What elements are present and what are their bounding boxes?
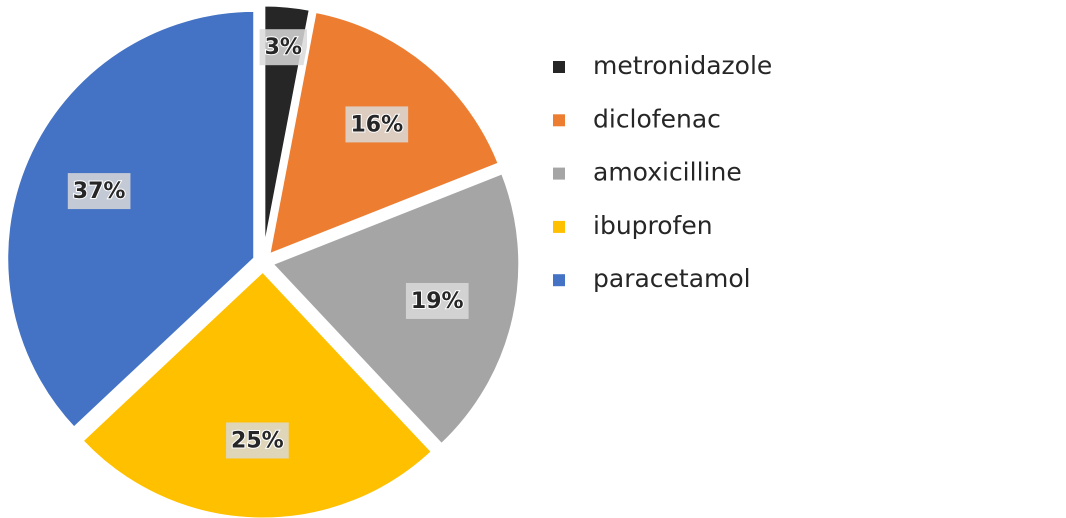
legend-label: diclofenac	[593, 104, 721, 133]
pie-slice	[262, 3, 313, 254]
legend-swatch	[553, 274, 565, 287]
pie-slice	[269, 170, 522, 447]
legend-swatch	[553, 220, 565, 233]
value-label-bg	[67, 173, 131, 210]
value-label-bg	[259, 29, 307, 66]
legend-swatch	[553, 61, 565, 73]
pie-slice	[5, 8, 257, 431]
legend-swatch	[553, 114, 565, 127]
value-label-bg	[405, 282, 469, 319]
legend-label: paracetamol	[593, 264, 751, 293]
value-label: 16%	[350, 112, 403, 137]
legend-label: metronidazole	[593, 51, 772, 80]
legend-label: amoxicilline	[593, 158, 742, 187]
value-label: 3%	[265, 35, 302, 60]
value-label: 25%	[231, 428, 284, 453]
value-label: 37%	[73, 179, 126, 204]
value-label: 19%	[411, 289, 464, 314]
legend-label: ibuprofen	[593, 211, 713, 240]
pie-slice	[79, 268, 435, 518]
value-label-bg	[345, 106, 409, 143]
legend-swatch	[553, 167, 565, 180]
value-label-bg	[226, 422, 289, 459]
